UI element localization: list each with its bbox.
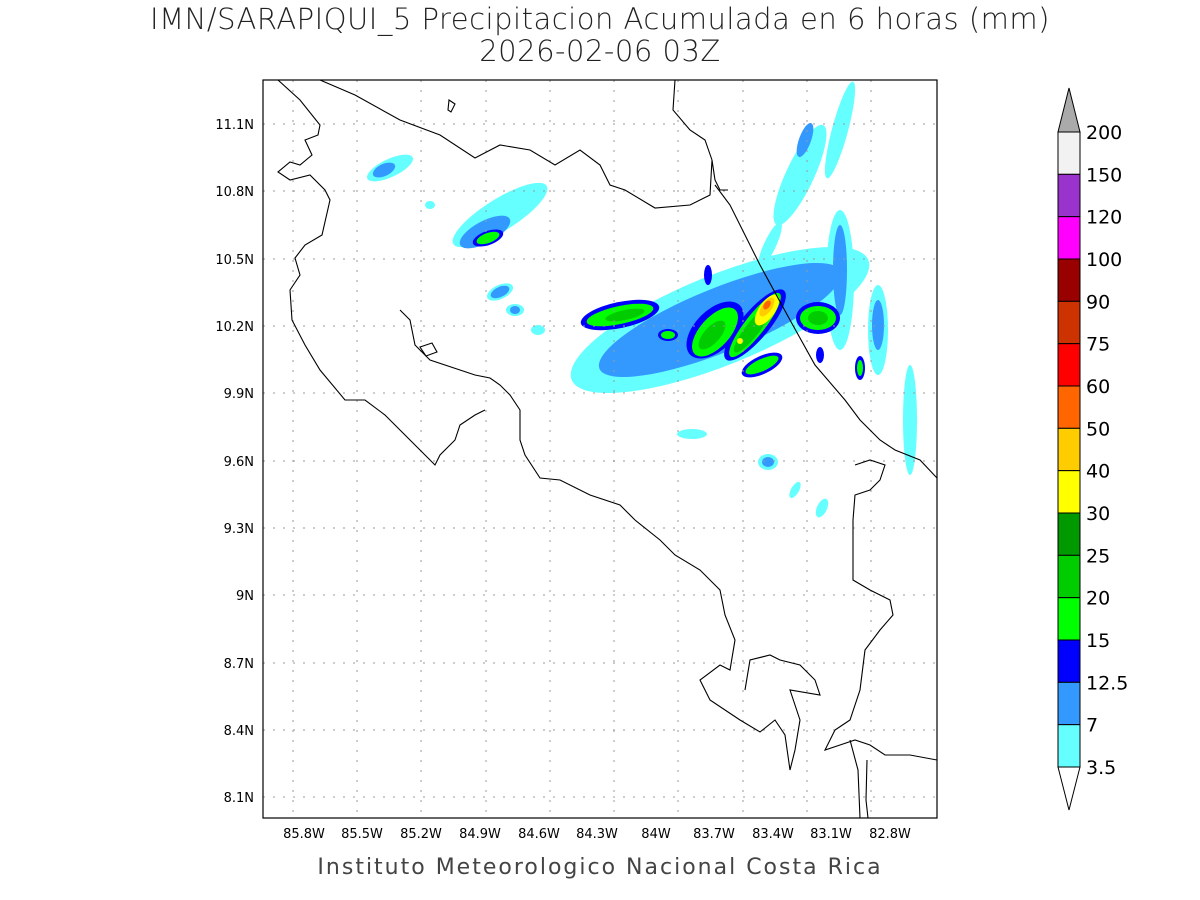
colorbar-label: 40 (1086, 461, 1110, 483)
colorbar-label: 60 (1086, 376, 1110, 398)
map-frame (262, 79, 938, 819)
colorbar-label: 12.5 (1086, 672, 1128, 694)
lon-tick: 85.5W (341, 827, 383, 842)
colorbar-label: 200 (1086, 122, 1122, 144)
colorbar-label: 7 (1086, 715, 1098, 737)
lon-tick: 85.8W (283, 827, 325, 842)
colorbar-swatch (1057, 131, 1081, 175)
colorbar-swatch (1057, 554, 1081, 599)
colorbar-label: 3.5 (1086, 757, 1116, 779)
colorbar-label: 50 (1086, 418, 1110, 440)
lat-tick: 11.1N (215, 118, 254, 133)
coastlines (277, 80, 937, 818)
map-valid-time: 2026-02-06 03Z (479, 34, 721, 68)
colorbar-swatch (1057, 427, 1081, 472)
colorbar-swatch (1057, 258, 1081, 302)
precip-field (367, 81, 917, 518)
lat-tick: 9.3N (224, 522, 254, 537)
map-title: IMN/SARAPIQUI_5 Precipitacion Acumulada … (150, 2, 1050, 36)
colorbar-label: 20 (1086, 588, 1110, 610)
lat-tick: 8.4N (224, 724, 254, 739)
lat-tick: 10.5N (215, 253, 254, 268)
colorbar-over-arrow (1057, 87, 1081, 133)
colorbar-swatch (1057, 470, 1081, 514)
graticule (263, 80, 937, 818)
colorbar-swatch (1057, 639, 1081, 683)
lon-tick: 83.7W (693, 827, 735, 842)
colorbar-swatch (1057, 173, 1081, 218)
colorbar-label: 100 (1086, 249, 1122, 271)
lon-tick: 83.1W (810, 827, 852, 842)
colorbar-label: 30 (1086, 503, 1110, 525)
colorbar-under-arrow (1057, 766, 1081, 811)
colorbar-swatch (1057, 597, 1081, 641)
colorbar-label: 75 (1086, 334, 1110, 356)
lon-axis: 85.8W 85.5W 85.2W 84.9W 84.6W 84.3W 84W … (283, 827, 911, 842)
lat-tick: 10.8N (215, 185, 254, 200)
lon-tick: 84.9W (459, 827, 501, 842)
lat-tick: 9.6N (224, 455, 254, 470)
lon-tick: 84.3W (576, 827, 618, 842)
colorbar-swatch (1057, 512, 1081, 556)
colorbar-label: 90 (1086, 291, 1110, 313)
lat-axis: 11.1N 10.8N 10.5N 10.2N 9.9N 9.6N 9.3N 9… (215, 118, 254, 806)
lon-tick: 83.4W (752, 827, 794, 842)
colorbar: 200 150 120 100 90 75 60 50 40 30 25 20 15 12.5 7 3.5 (1057, 87, 1128, 811)
lon-tick: 85.2W (400, 827, 442, 842)
colorbar-swatch (1057, 385, 1081, 429)
colorbar-swatch (1057, 343, 1081, 387)
lat-tick: 9.9N (224, 387, 254, 402)
colorbar-swatch (1057, 216, 1081, 260)
lat-tick: 8.1N (224, 791, 254, 806)
lon-tick: 84W (641, 827, 671, 842)
colorbar-label: 25 (1086, 545, 1110, 567)
colorbar-swatch (1057, 300, 1081, 345)
colorbar-label: 120 (1086, 207, 1122, 229)
colorbar-swatch (1057, 724, 1081, 768)
footer-credit: Instituto Meteorologico Nacional Costa R… (317, 855, 883, 880)
colorbar-swatch (1057, 681, 1081, 726)
colorbar-label: 150 (1086, 164, 1122, 186)
lon-tick: 84.6W (518, 827, 560, 842)
lon-tick: 82.8W (869, 827, 911, 842)
lat-tick: 10.2N (215, 320, 254, 335)
colorbar-label: 15 (1086, 630, 1110, 652)
lat-tick: 8.7N (224, 657, 254, 672)
lat-tick: 9N (236, 589, 254, 604)
